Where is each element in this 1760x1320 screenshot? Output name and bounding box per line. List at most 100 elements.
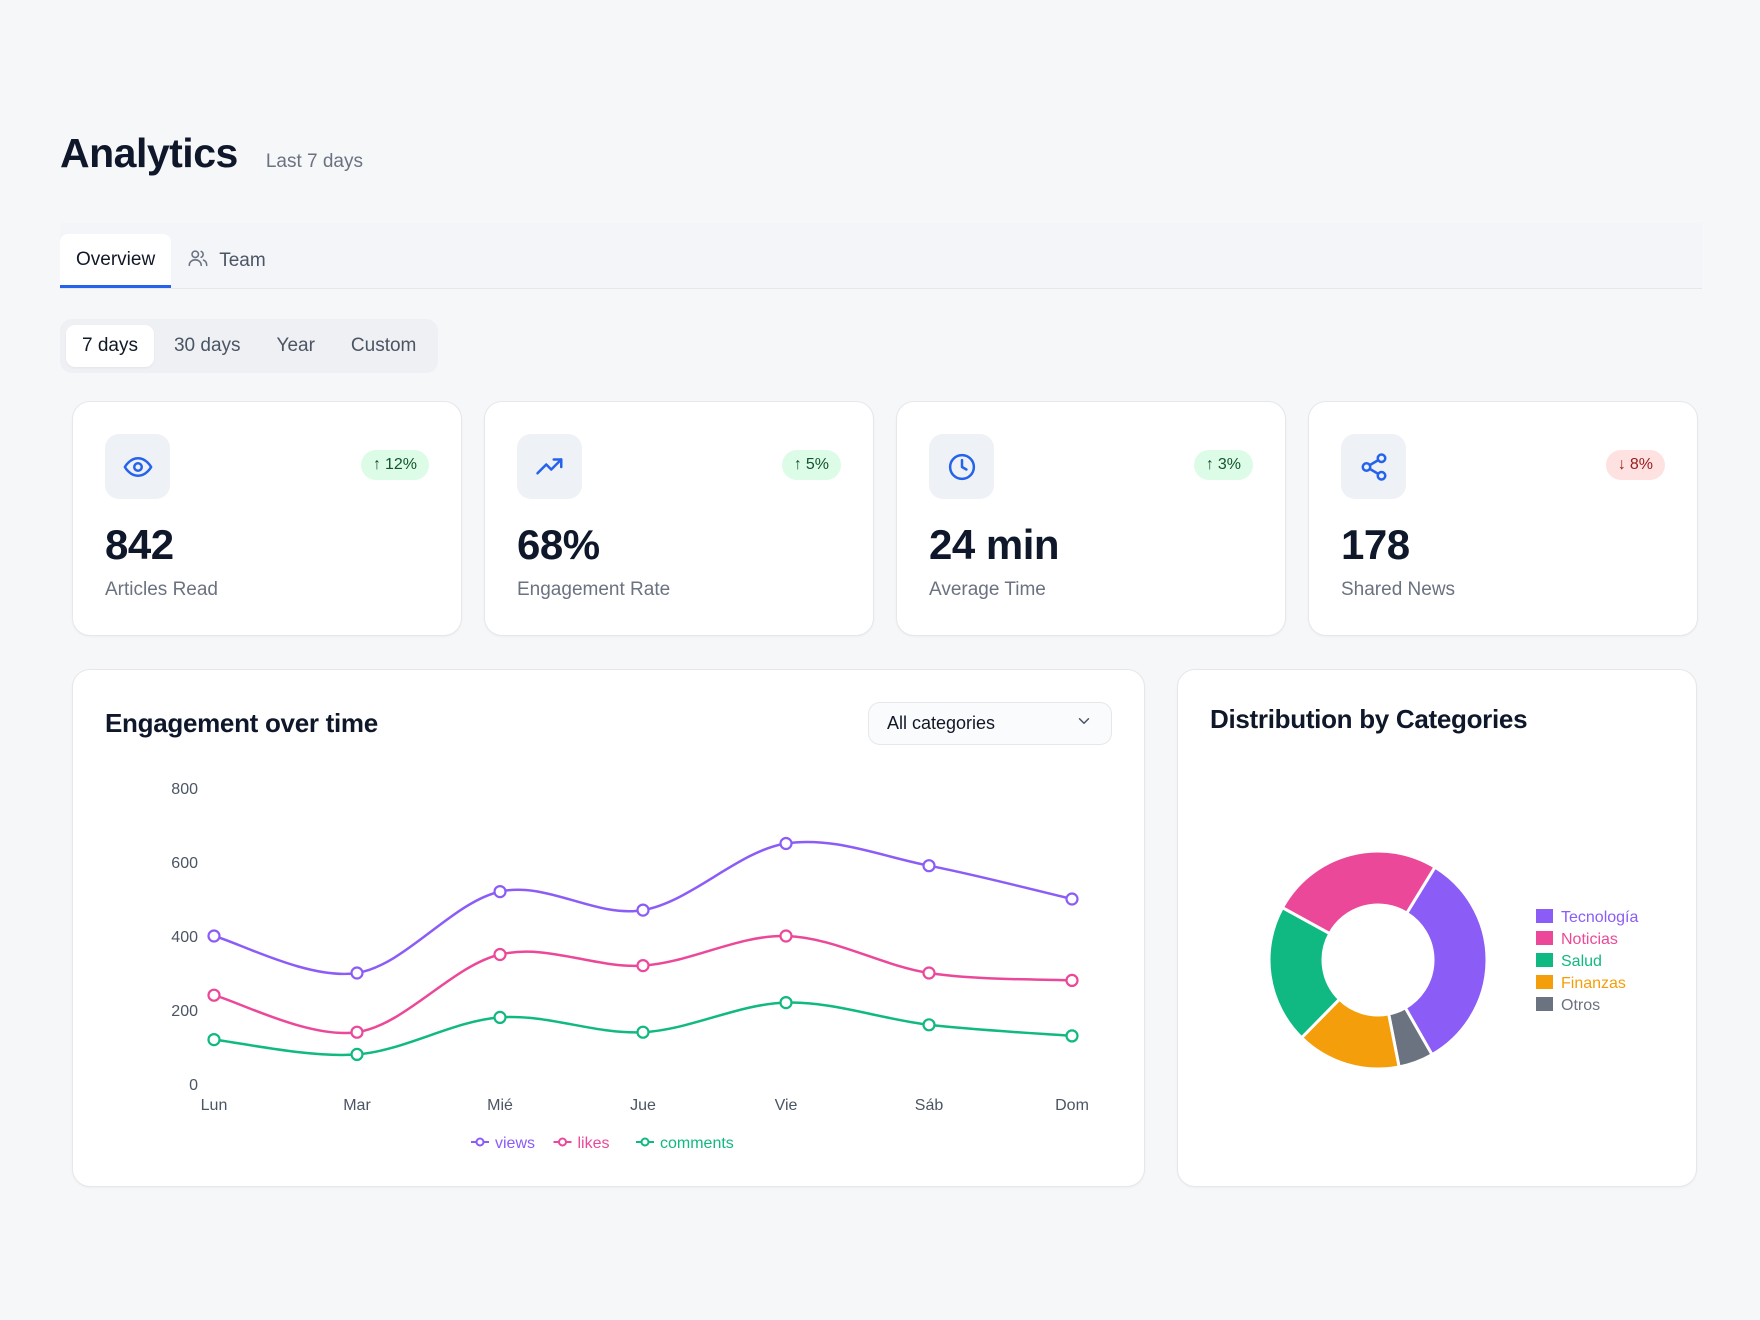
legend-item-comments[interactable]: comments [636,1135,734,1152]
distribution-panel-title: Distribution by Categories [1210,704,1528,734]
y-tick-label: 200 [171,1003,198,1020]
donut-legend-item[interactable]: Otros [1536,997,1600,1014]
donut-legend-item[interactable]: Salud [1536,953,1602,970]
x-tick-label: Mar [343,1097,371,1114]
x-tick-label: Vie [775,1097,798,1114]
arrow-up-icon: ↑ [1205,456,1214,473]
stat-cards: ↑ 12% 842 Articles Read ↑ 5% 68% Engagem… [60,401,1702,636]
range-30-days[interactable]: 30 days [173,335,241,356]
stat-change-value: 12% [384,456,417,473]
data-point-views[interactable] [1065,892,1079,906]
stat-change-badge: ↑ 3% [1193,450,1253,480]
data-point-likes[interactable] [350,1025,364,1039]
data-point-likes[interactable] [636,959,650,973]
data-point-views[interactable] [636,903,650,917]
data-point-comments[interactable] [350,1047,364,1061]
range-custom[interactable]: Custom [350,335,417,356]
legend-swatch [1536,931,1553,945]
stat-card-articles-read: ↑ 12% 842 Articles Read [72,401,462,636]
data-point-comments[interactable] [636,1025,650,1039]
stat-value: 178 [1341,521,1410,568]
data-point-views[interactable] [493,885,507,899]
x-tick-label: Mié [487,1097,513,1114]
category-select-value: All categories [887,713,996,733]
legend-label: comments [660,1135,734,1152]
stat-card-shared-news: ↓ 8% 178 Shared News [1308,401,1698,636]
page-header: Analytics Last 7 days [60,110,1702,200]
tab-overview[interactable]: Overview [60,234,172,288]
y-tick-label: 0 [189,1077,198,1094]
legend-swatch [1536,909,1553,923]
arrow-up-icon: ↑ [372,456,381,473]
stat-card-engagement-rate: ↑ 5% 68% Engagement Rate [484,401,874,636]
data-point-likes[interactable] [1065,973,1079,987]
stat-card-average-time: ↑ 3% 24 min Average Time [896,401,1286,636]
legend-item-views[interactable]: views [471,1135,535,1152]
data-point-comments[interactable] [1065,1029,1079,1043]
donut-legend-item[interactable]: Finanzas [1536,975,1626,992]
donut-slice-salud[interactable] [1267,905,1342,1040]
data-point-likes[interactable] [922,966,936,980]
legend-label: views [495,1135,535,1152]
x-tick-label: Sáb [915,1097,944,1114]
donut-slice-tecnología[interactable] [1403,865,1489,1057]
data-point-comments[interactable] [207,1033,221,1047]
data-point-views[interactable] [350,966,364,980]
date-range-selector: 7 days 30 days Year Custom [60,319,439,373]
share-icon [1341,434,1406,499]
engagement-panel: Engagement over time All categories 0 200… [72,669,1145,1187]
stat-change-badge: ↑ 12% [360,450,429,480]
legend-label: Noticias [1561,931,1618,948]
data-point-views[interactable] [922,859,936,873]
data-point-likes[interactable] [779,929,793,943]
category-select[interactable]: All categories [868,702,1112,745]
eye-icon [105,434,170,499]
data-point-comments[interactable] [779,996,793,1010]
category-donut-chart: Tecnología Noticias Salud Finanzas Otros [1267,849,1638,1071]
legend-marker [475,1137,485,1147]
legend-label: Tecnología [1561,909,1638,926]
distribution-panel: Distribution by Categories Tecnología Not… [1177,669,1697,1187]
legend-marker [640,1137,650,1147]
legend-label: Finanzas [1561,975,1626,992]
chart-panels: Engagement over time All categories 0 200… [60,669,1702,1187]
donut-legend-item[interactable]: Tecnología [1536,909,1638,926]
stat-change-value: 3% [1217,456,1241,473]
range-year[interactable]: Year [276,335,315,356]
analytics-page: Analytics Last 7 days Overview Team 7 da… [60,110,1702,1187]
y-tick-label: 600 [171,855,198,872]
stat-value: 842 [105,521,174,568]
stat-change-badge: ↑ 5% [781,450,841,480]
donut-legend-item[interactable]: Noticias [1536,931,1618,948]
data-point-likes[interactable] [207,988,221,1002]
legend-item-likes[interactable]: likes [553,1135,610,1152]
data-point-comments[interactable] [922,1018,936,1032]
page-subtitle: Last 7 days [265,151,363,172]
engagement-panel-title: Engagement over time [105,708,378,738]
users-icon [187,247,209,275]
data-point-views[interactable] [207,929,221,943]
donut-slice-noticias[interactable] [1280,849,1438,936]
page-title: Analytics [60,130,238,176]
legend-swatch [1536,997,1553,1011]
trending-up-icon [517,434,582,499]
clock-icon [929,434,994,499]
arrow-down-icon: ↓ [1617,456,1626,473]
data-point-comments[interactable] [493,1010,507,1024]
stat-change-value: 8% [1629,456,1653,473]
x-tick-label: Dom [1055,1097,1089,1114]
data-point-likes[interactable] [493,947,507,962]
main-tabs: Overview Team [60,223,1702,289]
engagement-line-chart: 0 200 400 600 800 Lun Mar Mié Jue Vie Sáb Dom views l… [171,781,1089,1152]
y-tick-label: 400 [171,929,198,946]
legend-label: likes [578,1135,610,1152]
x-tick-label: Lun [201,1097,228,1114]
stat-value: 68% [517,521,600,568]
tab-team[interactable]: Team [171,234,281,288]
data-point-views[interactable] [779,836,793,851]
legend-label: Salud [1561,953,1602,970]
x-tick-label: Jue [630,1097,656,1114]
legend-swatch [1536,975,1553,989]
range-7-days[interactable]: 7 days [66,325,154,367]
stat-label: Engagement Rate [517,579,671,600]
